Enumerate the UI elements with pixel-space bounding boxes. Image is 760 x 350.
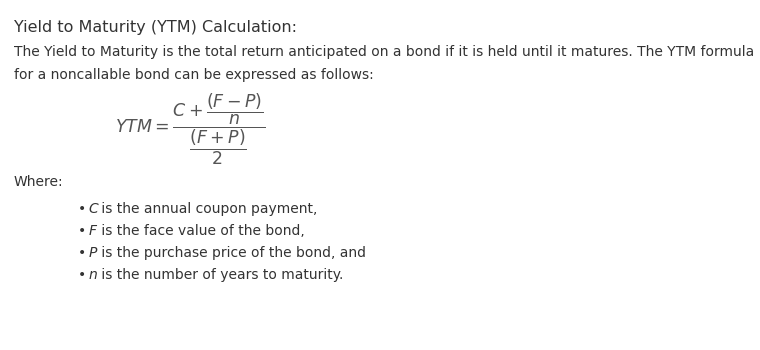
- Text: The Yield to Maturity is the total return anticipated on a bond if it is held un: The Yield to Maturity is the total retur…: [14, 45, 754, 59]
- Text: •: •: [78, 268, 86, 282]
- Text: •: •: [78, 202, 86, 216]
- Text: $n$: $n$: [88, 268, 98, 282]
- Text: for a noncallable bond can be expressed as follows:: for a noncallable bond can be expressed …: [14, 68, 374, 82]
- Text: $C$: $C$: [88, 202, 100, 216]
- Text: Yield to Maturity (YTM) Calculation:: Yield to Maturity (YTM) Calculation:: [14, 20, 297, 35]
- Text: Where:: Where:: [14, 175, 64, 189]
- Text: is the number of years to maturity.: is the number of years to maturity.: [97, 268, 344, 282]
- Text: $F$: $F$: [88, 224, 98, 238]
- Text: is the annual coupon payment,: is the annual coupon payment,: [97, 202, 318, 216]
- Text: is the purchase price of the bond, and: is the purchase price of the bond, and: [97, 246, 366, 260]
- Text: is the face value of the bond,: is the face value of the bond,: [97, 224, 305, 238]
- Text: $P$: $P$: [88, 246, 98, 260]
- Text: •: •: [78, 246, 86, 260]
- Text: $\mathit{YTM} = \dfrac{\mathit{C} + \dfrac{(\mathit{F}-\mathit{P})}{\mathit{n}}}: $\mathit{YTM} = \dfrac{\mathit{C} + \dfr…: [115, 92, 265, 167]
- Text: •: •: [78, 224, 86, 238]
